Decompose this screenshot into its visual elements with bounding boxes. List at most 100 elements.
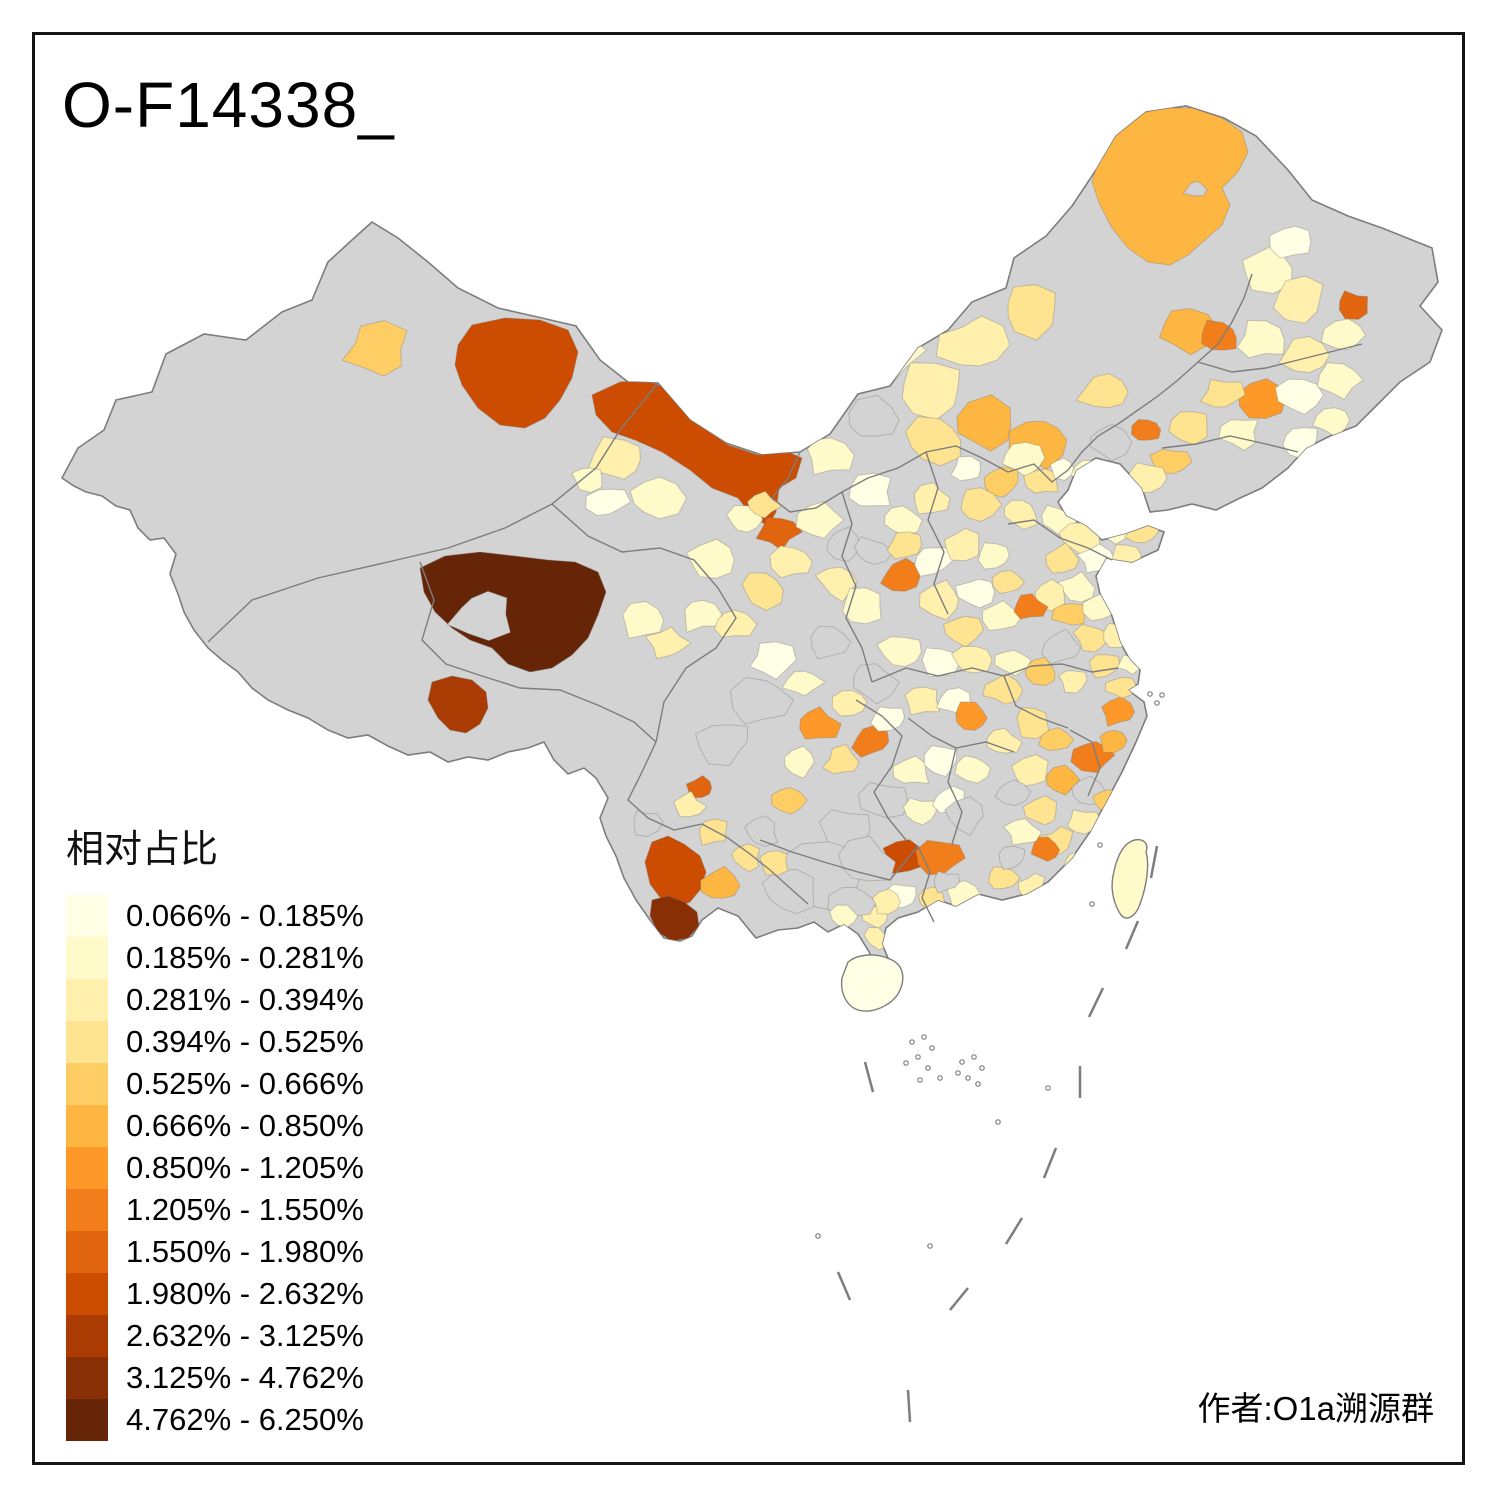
legend-swatch (66, 937, 108, 979)
map-region (904, 686, 941, 716)
map-region (1022, 795, 1057, 826)
legend-row: 1.550% - 1.980% (66, 1231, 364, 1273)
map-region (622, 600, 665, 640)
legend-rows: 0.066% - 0.185% 0.185% - 0.281% 0.281% - 0… (66, 895, 364, 1441)
legend-swatch (66, 1357, 108, 1399)
map-region (1218, 419, 1259, 451)
map-region (879, 557, 921, 592)
map-region (1075, 373, 1129, 409)
legend-label: 0.525% - 0.666% (126, 1066, 364, 1101)
map-region (1010, 754, 1049, 787)
map-region (1066, 809, 1103, 835)
islet-dot (915, 1054, 921, 1060)
map-region (1041, 628, 1082, 665)
map-region (1095, 572, 1126, 595)
map-region (783, 745, 816, 779)
map-region (821, 743, 860, 775)
map-region (1149, 448, 1193, 474)
map-region (713, 609, 758, 639)
map-region (1072, 623, 1109, 653)
islet-dot (995, 1119, 1001, 1125)
map-region (729, 676, 795, 725)
legend-swatch (66, 1063, 108, 1105)
legend-row: 2.632% - 3.125% (66, 1315, 364, 1357)
map-region (863, 927, 889, 951)
map-region (755, 517, 803, 552)
map-region (1007, 283, 1056, 341)
map-region (955, 701, 988, 731)
map-region (1089, 654, 1121, 679)
map-region (977, 542, 1010, 570)
map-region (983, 466, 1019, 498)
nine-dash-line (836, 845, 1159, 1423)
legend: 相对占比 0.066% - 0.185% 0.185% - 0.281% 0.281… (66, 818, 364, 1441)
map-region (1104, 676, 1138, 699)
map-region (644, 626, 693, 660)
map-region (921, 647, 960, 678)
map-region (1045, 542, 1080, 574)
islet-dot (975, 1081, 981, 1087)
map-region (857, 781, 909, 819)
small-islands (815, 691, 1165, 1249)
islet-dot (925, 1065, 931, 1071)
legend-row: 0.394% - 0.525% (66, 1021, 364, 1063)
map-region (1030, 836, 1061, 862)
map-region (826, 526, 860, 562)
map-region (746, 490, 783, 519)
map-region (806, 437, 855, 476)
map-region (915, 839, 966, 876)
legend-label: 0.850% - 1.205% (126, 1150, 364, 1185)
map-region (1272, 275, 1324, 325)
islet-dot (1147, 691, 1153, 697)
map-region (781, 670, 826, 697)
map-region (1278, 335, 1331, 374)
map-region (699, 818, 728, 847)
hainan-island (840, 954, 904, 1012)
islet-dot (971, 1054, 977, 1060)
attribution: 作者:O1a溯源群 (1197, 1390, 1434, 1427)
legend-swatch (66, 1399, 108, 1441)
map-region (1100, 696, 1136, 727)
islet-dot (1089, 901, 1095, 907)
map-region (886, 531, 923, 560)
map-region (769, 545, 813, 579)
map-region (954, 755, 992, 784)
map-region (933, 870, 961, 894)
map-region (998, 845, 1026, 871)
legend-swatch (66, 895, 108, 937)
map-region (741, 572, 784, 611)
legend-swatch (66, 1021, 108, 1063)
map-region (799, 706, 842, 740)
islet-dot (1045, 1085, 1051, 1091)
map-region (853, 536, 895, 565)
map-region (1115, 604, 1140, 630)
islet-dot (929, 1045, 935, 1051)
legend-row: 0.185% - 0.281% (66, 937, 364, 979)
map-region (1050, 602, 1086, 626)
map-region (1200, 319, 1237, 351)
map-region (1236, 319, 1286, 359)
map-region (749, 641, 797, 680)
map-region (942, 615, 985, 648)
islet-dot (1159, 692, 1165, 698)
legend-swatch (66, 1315, 108, 1357)
map-region (1023, 468, 1059, 494)
legend-label: 0.666% - 0.850% (126, 1108, 364, 1143)
map-region (1111, 544, 1143, 571)
map-region (870, 706, 906, 732)
map-region (810, 625, 852, 660)
taiwan-island (1111, 838, 1149, 919)
map-region (871, 888, 901, 915)
map-region (1199, 378, 1246, 408)
map-region (954, 578, 996, 609)
map-region (1013, 593, 1049, 620)
map-region (956, 394, 1012, 452)
islet-dot (1154, 700, 1160, 706)
map-region (1182, 180, 1208, 197)
map-region (892, 755, 930, 784)
islet-dot (815, 1233, 821, 1239)
map-region (960, 487, 1003, 523)
map-region (991, 569, 1026, 595)
map-region (814, 566, 858, 603)
province-boundaries (207, 273, 1363, 923)
